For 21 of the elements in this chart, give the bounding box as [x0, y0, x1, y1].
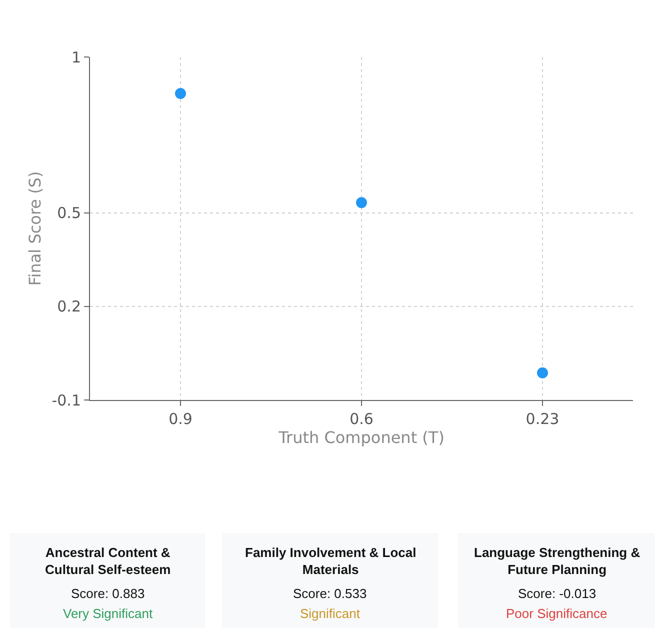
x-tick-label: 0.23	[526, 410, 560, 428]
text: Very Significant	[63, 606, 153, 621]
y-axis-title: Final Score (S)	[26, 171, 45, 286]
y-tick-label: 0.2	[57, 298, 81, 316]
point	[537, 367, 548, 378]
text: Language Strengthening & Future Planning	[474, 545, 640, 577]
text: Score: 0.533	[293, 586, 367, 601]
text: Score: -0.013	[518, 586, 596, 601]
text: Ancestral Content & Cultural Self-esteem	[45, 545, 171, 577]
text: Family Involvement & Local Materials	[245, 545, 416, 577]
x-tick-label: 0.6	[350, 410, 374, 428]
y-tick-label: -0.1	[52, 391, 81, 410]
y-tick-label: 1	[71, 48, 81, 66]
y-tick-label: 0.5	[57, 204, 81, 222]
text: Poor Significance	[506, 606, 608, 621]
text: Score: 0.883	[71, 586, 145, 601]
text: Significant	[300, 606, 360, 621]
point	[356, 197, 367, 208]
x-tick-label: 0.9	[168, 410, 192, 428]
point	[175, 88, 186, 99]
x-axis-title: Truth Component (T)	[278, 428, 444, 447]
